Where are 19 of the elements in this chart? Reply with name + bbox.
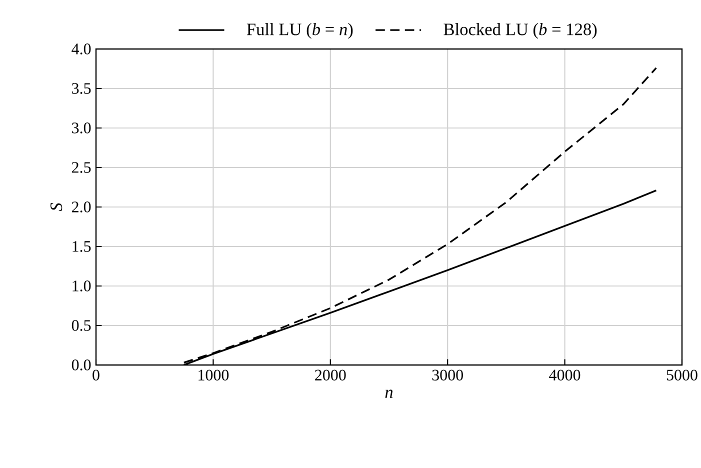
y-tick-label: 3.5 [72,83,91,94]
legend-label: Blocked LU (b = 128) [444,23,597,39]
x-tick-label: 4000 [549,370,580,380]
legend-label: Full LU (b = n) [246,23,353,39]
y-tick-label: 0.0 [72,360,91,370]
y-tick-label: 2.5 [72,162,91,173]
x-tick-label: 3000 [432,370,463,380]
y-tick-label: 1.5 [72,241,91,252]
y-axis-title: S [50,202,62,212]
y-tick-label: 3.0 [72,122,91,134]
x-tick-label: 1000 [198,370,229,380]
x-tick-label: 0 [92,370,100,380]
x-axis-title: n [385,390,393,398]
x-tick-label: 2000 [315,370,346,380]
y-tick-label: 2.0 [72,202,91,212]
y-tick-label: 1.0 [72,280,91,292]
y-tick-label: 4.0 [72,44,91,54]
y-tick-label: 0.5 [72,320,91,331]
x-tick-label: 5000 [666,370,698,380]
